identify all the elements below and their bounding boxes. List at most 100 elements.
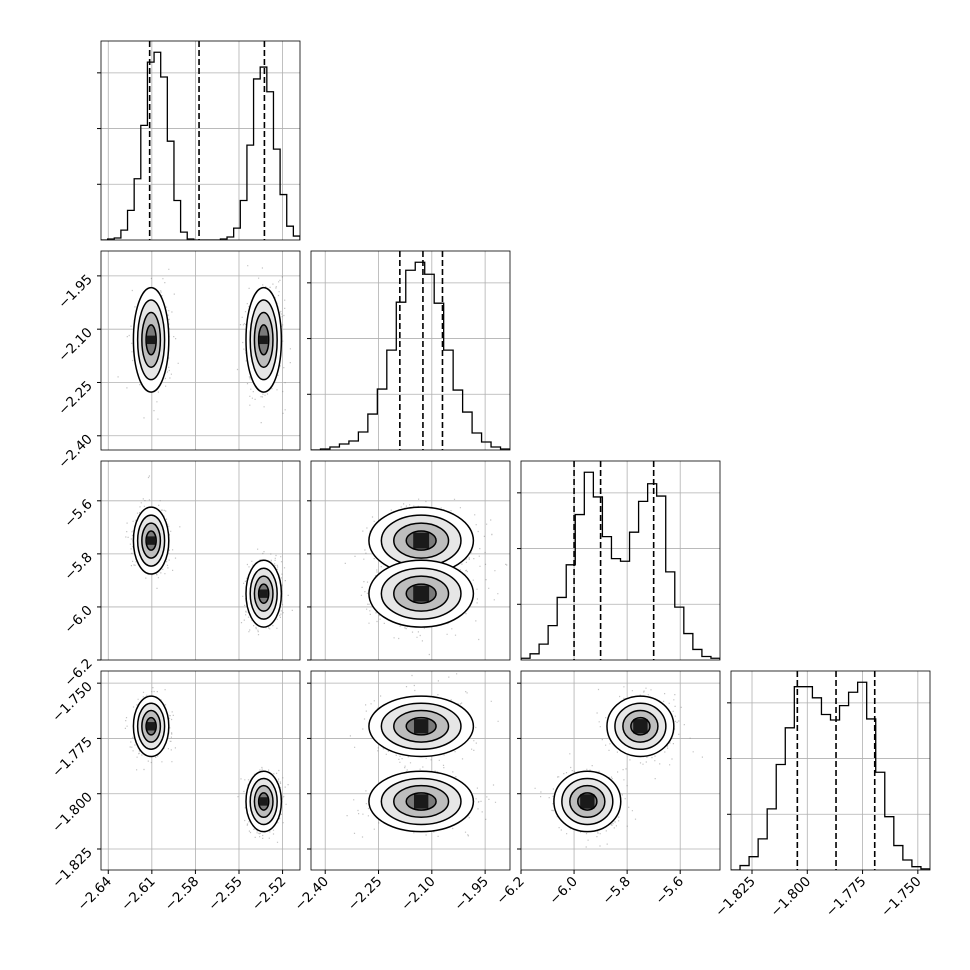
contour-line — [141, 311, 162, 368]
contour-line — [249, 567, 278, 620]
density-peak — [413, 719, 429, 734]
contour-line — [136, 299, 166, 381]
density-peak — [259, 797, 268, 806]
y-tick-label: −1.825 — [49, 845, 96, 892]
contour-line — [393, 522, 450, 559]
contour-line — [368, 770, 475, 833]
panel-2d-4-1 — [100, 670, 301, 871]
contour-line — [132, 506, 170, 575]
x-tick-label: −2.61 — [118, 874, 159, 915]
contour-line — [380, 567, 462, 620]
contour-line — [145, 324, 157, 356]
panel-frame — [730, 670, 931, 871]
panel-frame — [100, 460, 301, 661]
panel-frame — [100, 250, 301, 451]
contour-line — [561, 777, 614, 826]
density-peak — [146, 722, 156, 731]
panel-2d-4-2 — [310, 670, 511, 871]
contour-line — [136, 514, 166, 567]
contour-line — [368, 559, 475, 628]
contour-line — [405, 716, 437, 736]
y-tick-label: −6.0 — [61, 602, 95, 636]
x-tick-label: −1.800 — [767, 874, 814, 921]
contour-line — [630, 716, 651, 736]
contour-line — [253, 575, 274, 612]
contour-line — [145, 530, 157, 551]
x-tick-label: −2.64 — [75, 874, 116, 915]
contour-line — [249, 777, 278, 826]
contour-line — [393, 575, 450, 612]
density-peak — [413, 585, 430, 602]
y-tick-label: −1.775 — [49, 734, 96, 781]
contour-line — [249, 299, 278, 381]
density-peak — [413, 532, 430, 549]
contour-line — [380, 702, 462, 751]
y-tick-label: −5.6 — [61, 496, 95, 530]
contour-line — [257, 324, 270, 356]
contour-line — [253, 311, 274, 368]
panel-2d-3-1 — [100, 460, 301, 661]
contour-line — [405, 530, 437, 551]
contour-line — [257, 583, 270, 604]
x-tick-label: −2.55 — [205, 874, 246, 915]
panel-hist-4 — [727, 670, 931, 871]
contour-line — [405, 583, 437, 604]
contour-line — [405, 792, 437, 811]
panel-frame — [100, 40, 301, 241]
density-peak — [259, 335, 268, 345]
contour-line — [132, 695, 170, 758]
contour-line — [606, 695, 675, 758]
scatter-points — [117, 265, 291, 424]
y-tick-label: −2.40 — [55, 431, 96, 472]
density-peak — [633, 719, 648, 734]
panel-frame — [520, 460, 721, 661]
contour-line — [614, 702, 667, 751]
panel-hist-3 — [517, 460, 721, 661]
panel-frame — [520, 670, 721, 871]
x-tick-label: −2.58 — [162, 874, 203, 915]
contour-line — [245, 770, 283, 833]
contour-line — [245, 559, 283, 628]
panel-2d-3-2 — [310, 460, 511, 661]
contour-line — [553, 770, 622, 833]
contour-line — [145, 716, 157, 736]
panel-2d-4-3 — [520, 670, 721, 871]
histogram-step — [521, 471, 720, 660]
x-tick-label: −6.0 — [546, 874, 580, 908]
panel-2d-2-1 — [100, 250, 301, 451]
panel-frame — [310, 460, 511, 661]
contour-line — [393, 709, 450, 743]
y-tick-label: −1.800 — [49, 789, 96, 836]
panel-frame — [100, 670, 301, 871]
y-tick-label: −2.25 — [55, 378, 96, 419]
contour-line — [132, 286, 170, 393]
contour-line — [141, 522, 162, 559]
density-peak — [580, 794, 595, 809]
contour-line — [577, 792, 598, 811]
x-tick-label: −5.6 — [653, 874, 687, 908]
x-tick-label: −2.52 — [249, 874, 290, 915]
x-tick-label: −1.95 — [451, 874, 492, 915]
x-tick-label: −1.825 — [712, 874, 759, 921]
x-tick-label: −1.750 — [878, 874, 925, 921]
contour-line — [136, 702, 166, 751]
x-tick-label: −2.25 — [345, 874, 386, 915]
contour-line — [393, 784, 450, 819]
density-peak — [146, 335, 156, 345]
y-tick-label: −5.8 — [61, 549, 95, 583]
contour-line — [368, 695, 475, 758]
x-tick-label: −2.40 — [291, 874, 332, 915]
contour-line — [569, 784, 606, 819]
contour-line — [245, 286, 283, 393]
contour-line — [141, 709, 162, 743]
panel-hist-1 — [97, 40, 301, 241]
y-tick-label: −1.95 — [55, 271, 96, 312]
panel-frame — [310, 670, 511, 871]
contour-line — [253, 784, 274, 819]
x-tick-label: −2.10 — [398, 874, 439, 915]
contour-line — [257, 792, 270, 811]
histogram-step — [311, 261, 510, 450]
contour-line — [622, 709, 659, 743]
y-tick-label: −2.10 — [55, 325, 96, 366]
